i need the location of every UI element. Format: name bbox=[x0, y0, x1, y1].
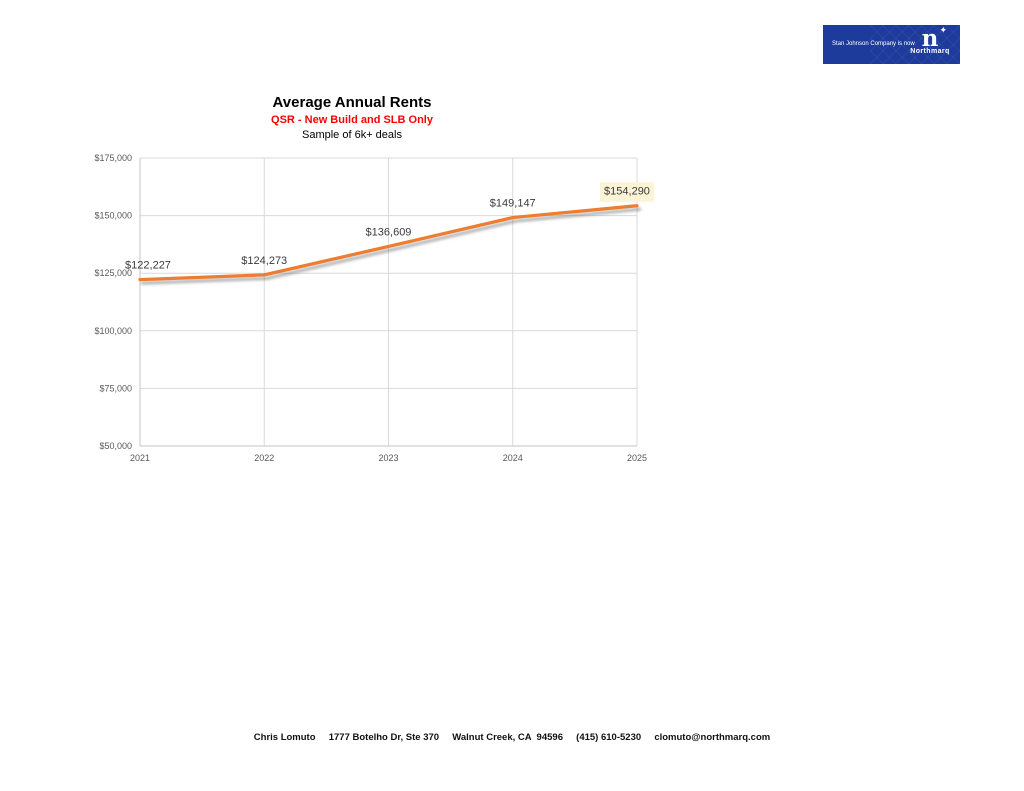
star-icon: ✦ bbox=[939, 25, 947, 35]
data-label: $149,147 bbox=[490, 198, 536, 210]
x-axis-tick-label: 2024 bbox=[503, 453, 523, 463]
rent-series-line bbox=[138, 204, 639, 282]
x-axis-tick-label: 2023 bbox=[378, 453, 398, 463]
x-axis-tick-label: 2022 bbox=[254, 453, 274, 463]
y-axis-tick-label: $150,000 bbox=[94, 211, 132, 221]
logo-tagline: Stan Johnson Company is now bbox=[832, 40, 915, 47]
y-axis-tick-label: $50,000 bbox=[99, 441, 132, 451]
y-axis-tick-label: $175,000 bbox=[94, 153, 132, 163]
chart-title: Average Annual Rents bbox=[272, 94, 432, 111]
northmarq-logo: Stan Johnson Company is now n ✦ Northmar… bbox=[823, 25, 960, 64]
n-glyph: n bbox=[921, 25, 939, 52]
data-label: $136,609 bbox=[366, 226, 412, 238]
y-axis-tick-label: $100,000 bbox=[94, 326, 132, 336]
y-axis-tick-label: $75,000 bbox=[99, 383, 132, 393]
x-axis-tick-label: 2021 bbox=[130, 453, 150, 463]
chart-subtitle: QSR - New Build and SLB Only bbox=[271, 113, 433, 126]
logo-wordmark: Northmarq bbox=[910, 48, 950, 55]
y-axis-tick-label: $125,000 bbox=[94, 268, 132, 278]
contact-footer: Chris Lomuto 1777 Botelho Dr, Ste 370 Wa… bbox=[253, 732, 771, 743]
data-label: $122,227 bbox=[125, 260, 171, 272]
highlighted-label-background bbox=[600, 182, 654, 202]
line-shadow bbox=[140, 207, 642, 285]
x-axis-tick-label: 2025 bbox=[627, 453, 647, 463]
data-label: $154,290 bbox=[604, 186, 650, 198]
northmarq-monogram: n ✦ Northmarq bbox=[904, 25, 956, 56]
data-label: $124,273 bbox=[241, 255, 287, 267]
chart-sample-note: Sample of 6k+ deals bbox=[302, 128, 402, 141]
chart-title-block: Average Annual Rents QSR - New Build and… bbox=[152, 94, 552, 142]
